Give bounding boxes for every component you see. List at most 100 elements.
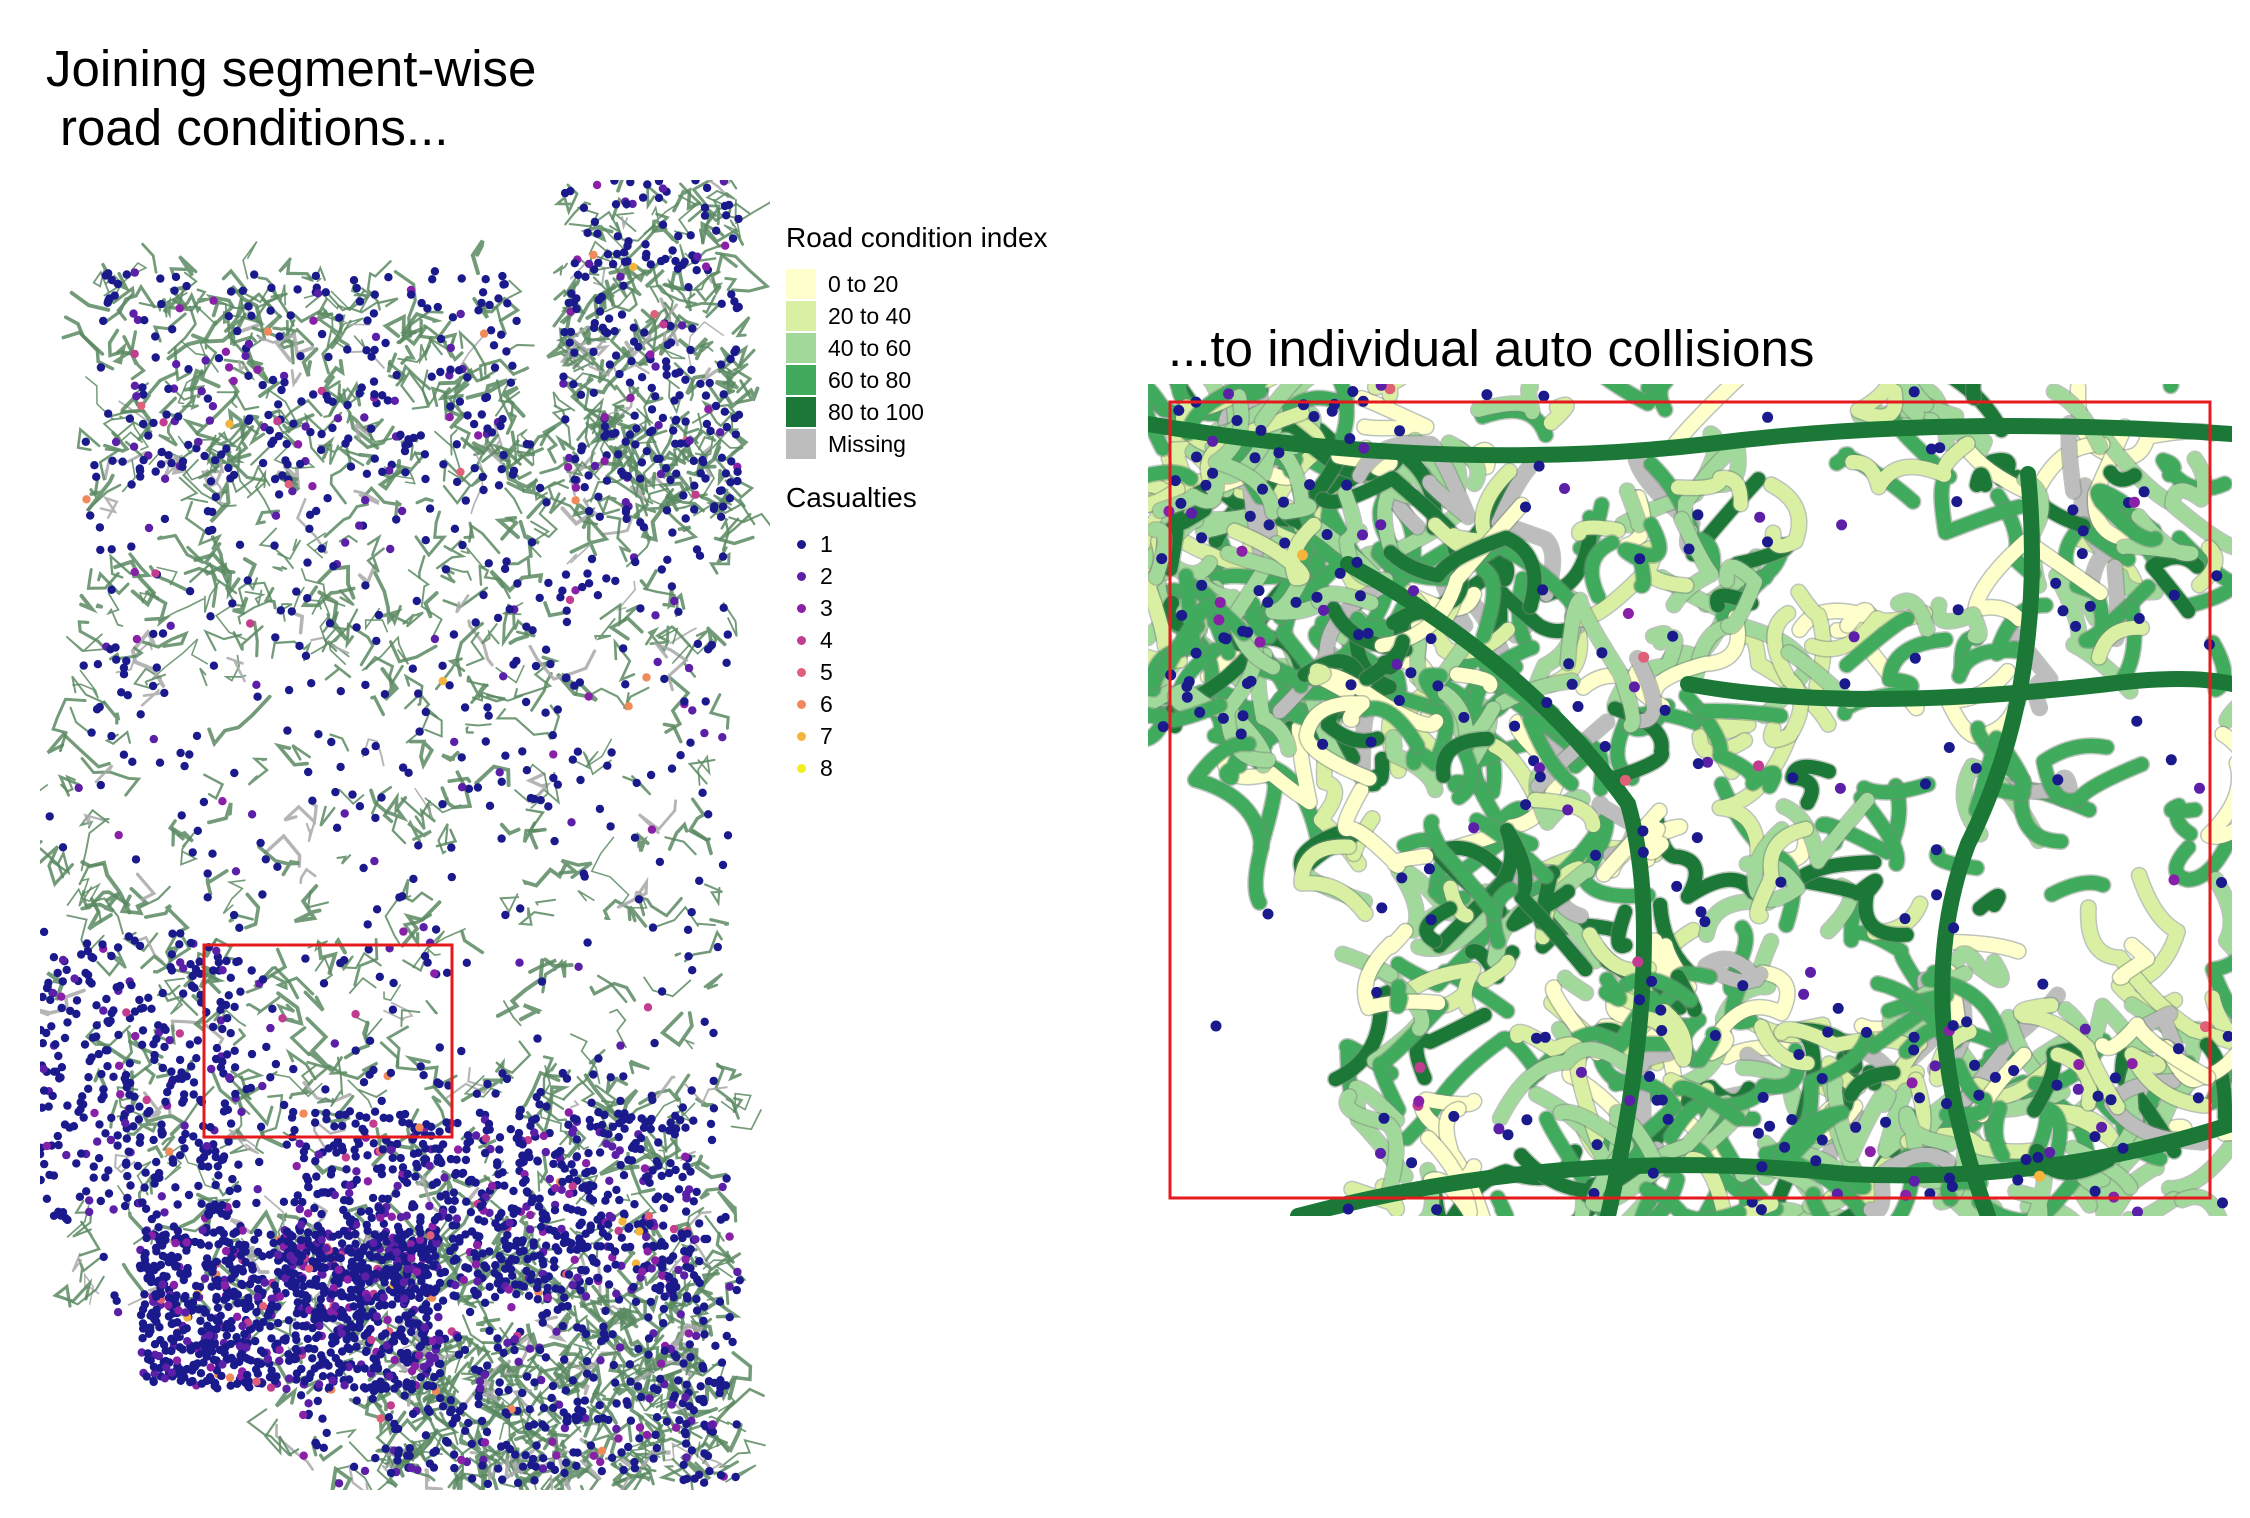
overview-collision-point (95, 1120, 104, 1129)
overview-road (646, 444, 678, 480)
overview-collision-point (676, 1115, 685, 1125)
overview-collision-point (349, 1302, 358, 1311)
overview-collision-point (559, 372, 568, 381)
overview-collision-point (730, 347, 739, 357)
overview-collision-point (276, 606, 285, 615)
overview-collision-point (296, 1242, 305, 1251)
overview-collision-point (514, 1357, 523, 1367)
overview-collision-point (280, 378, 289, 387)
overview-collision-point (369, 309, 379, 318)
overview-collision-point (383, 1315, 392, 1325)
overview-collision-point (316, 445, 326, 455)
overview-collision-point (136, 1310, 146, 1320)
overview-road (596, 494, 621, 517)
overview-road (391, 816, 407, 845)
overview-road (716, 1190, 738, 1223)
overview-collision-point (564, 1270, 574, 1279)
overview-road (662, 588, 686, 610)
overview-road (694, 1154, 728, 1180)
overview-road (455, 594, 470, 614)
overview-collision-point (463, 1131, 473, 1140)
overview-road (113, 559, 157, 608)
overview-collision-point (401, 468, 410, 477)
overview-road (589, 981, 637, 1002)
overview-collision-point (290, 1269, 299, 1278)
overview-collision-point (388, 1165, 397, 1174)
overview-collision-point (725, 494, 735, 503)
overview-collision-point (695, 551, 705, 560)
overview-collision-point (588, 1196, 598, 1205)
overview-collision-point (303, 594, 312, 603)
overview-collision-point (654, 193, 664, 203)
overview-collision-point (125, 1090, 134, 1099)
overview-collision-point (403, 1169, 412, 1179)
overview-collision-point (233, 1184, 242, 1193)
overview-road (701, 399, 734, 428)
overview-road (645, 626, 671, 653)
overview-collision-point (524, 1291, 534, 1301)
overview-collision-point (483, 1479, 493, 1489)
overview-collision-point (651, 1256, 660, 1265)
overview-collision-point (533, 1157, 542, 1166)
overview-collision-point (113, 1308, 123, 1317)
overview-collision-point (292, 1369, 302, 1378)
overview-collision-point (377, 1170, 387, 1179)
overview-collision-point (97, 1069, 106, 1079)
overview-collision-point (351, 1119, 360, 1128)
overview-collision-point (431, 1251, 440, 1261)
overview-collision-point (431, 925, 441, 934)
overview-road (685, 374, 706, 396)
overview-collision-point (318, 1372, 328, 1381)
overview-collision-point (452, 1214, 462, 1223)
overview-collision-point (481, 737, 490, 746)
overview-collision-point (681, 1439, 691, 1448)
overview-collision-point (211, 1152, 220, 1162)
overview-collision-point (340, 809, 349, 818)
overview-collision-point (619, 1072, 628, 1081)
overview-collision-point (336, 687, 345, 696)
overview-collision-point (182, 1238, 191, 1247)
overview-road (314, 955, 334, 981)
overview-collision-points (40, 180, 744, 1489)
overview-collision-point (114, 1061, 124, 1070)
overview-collision-point (292, 1161, 301, 1171)
overview-collision-point (118, 457, 127, 466)
overview-collision-point (590, 265, 599, 274)
overview-collision-point (677, 321, 687, 330)
overview-collision-point (470, 1249, 479, 1258)
overview-collision-point (122, 656, 131, 666)
overview-collision-point (429, 1288, 438, 1297)
overview-collision-point (535, 1194, 544, 1203)
overview-collision-point (140, 316, 149, 325)
overview-collision-point (138, 1026, 148, 1035)
overview-collision-point (658, 1271, 667, 1280)
overview-collision-point (259, 1348, 268, 1358)
overview-collision-point (702, 1234, 712, 1244)
overview-collision-point (371, 1355, 380, 1364)
overview-collision-point (372, 905, 382, 914)
overview-collision-point (643, 1003, 653, 1012)
overview-collision-point (352, 1396, 361, 1405)
overview-road (316, 311, 343, 330)
overview-collision-point (79, 1113, 88, 1122)
overview-collision-point (361, 496, 370, 505)
overview-road (404, 1055, 453, 1108)
overview-road (387, 604, 409, 627)
overview-collision-point (236, 1351, 245, 1360)
overview-collision-point (151, 332, 160, 341)
overview-collision-point (154, 1351, 164, 1361)
overview-collision-point (346, 462, 356, 471)
overview-road (327, 1061, 379, 1081)
overview-road (86, 483, 122, 512)
overview-road (300, 1064, 317, 1085)
overview-collision-point (501, 751, 510, 760)
overview-collision-point (535, 1100, 544, 1109)
overview-collision-point (597, 1446, 607, 1456)
overview-collision-point (699, 458, 708, 467)
overview-collision-point (268, 1004, 277, 1013)
overview-collision-point (102, 994, 111, 1004)
overview-collision-point (423, 958, 432, 967)
overview-collision-point (179, 1326, 188, 1335)
overview-collision-point (541, 645, 551, 654)
overview-collision-point (476, 1202, 485, 1211)
